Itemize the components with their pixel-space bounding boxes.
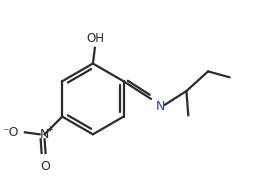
Text: N: N xyxy=(156,100,166,113)
Text: N: N xyxy=(40,128,49,141)
Text: +: + xyxy=(46,125,53,134)
Text: ⁻O: ⁻O xyxy=(3,126,19,139)
Text: O: O xyxy=(41,160,50,173)
Text: OH: OH xyxy=(87,32,105,45)
